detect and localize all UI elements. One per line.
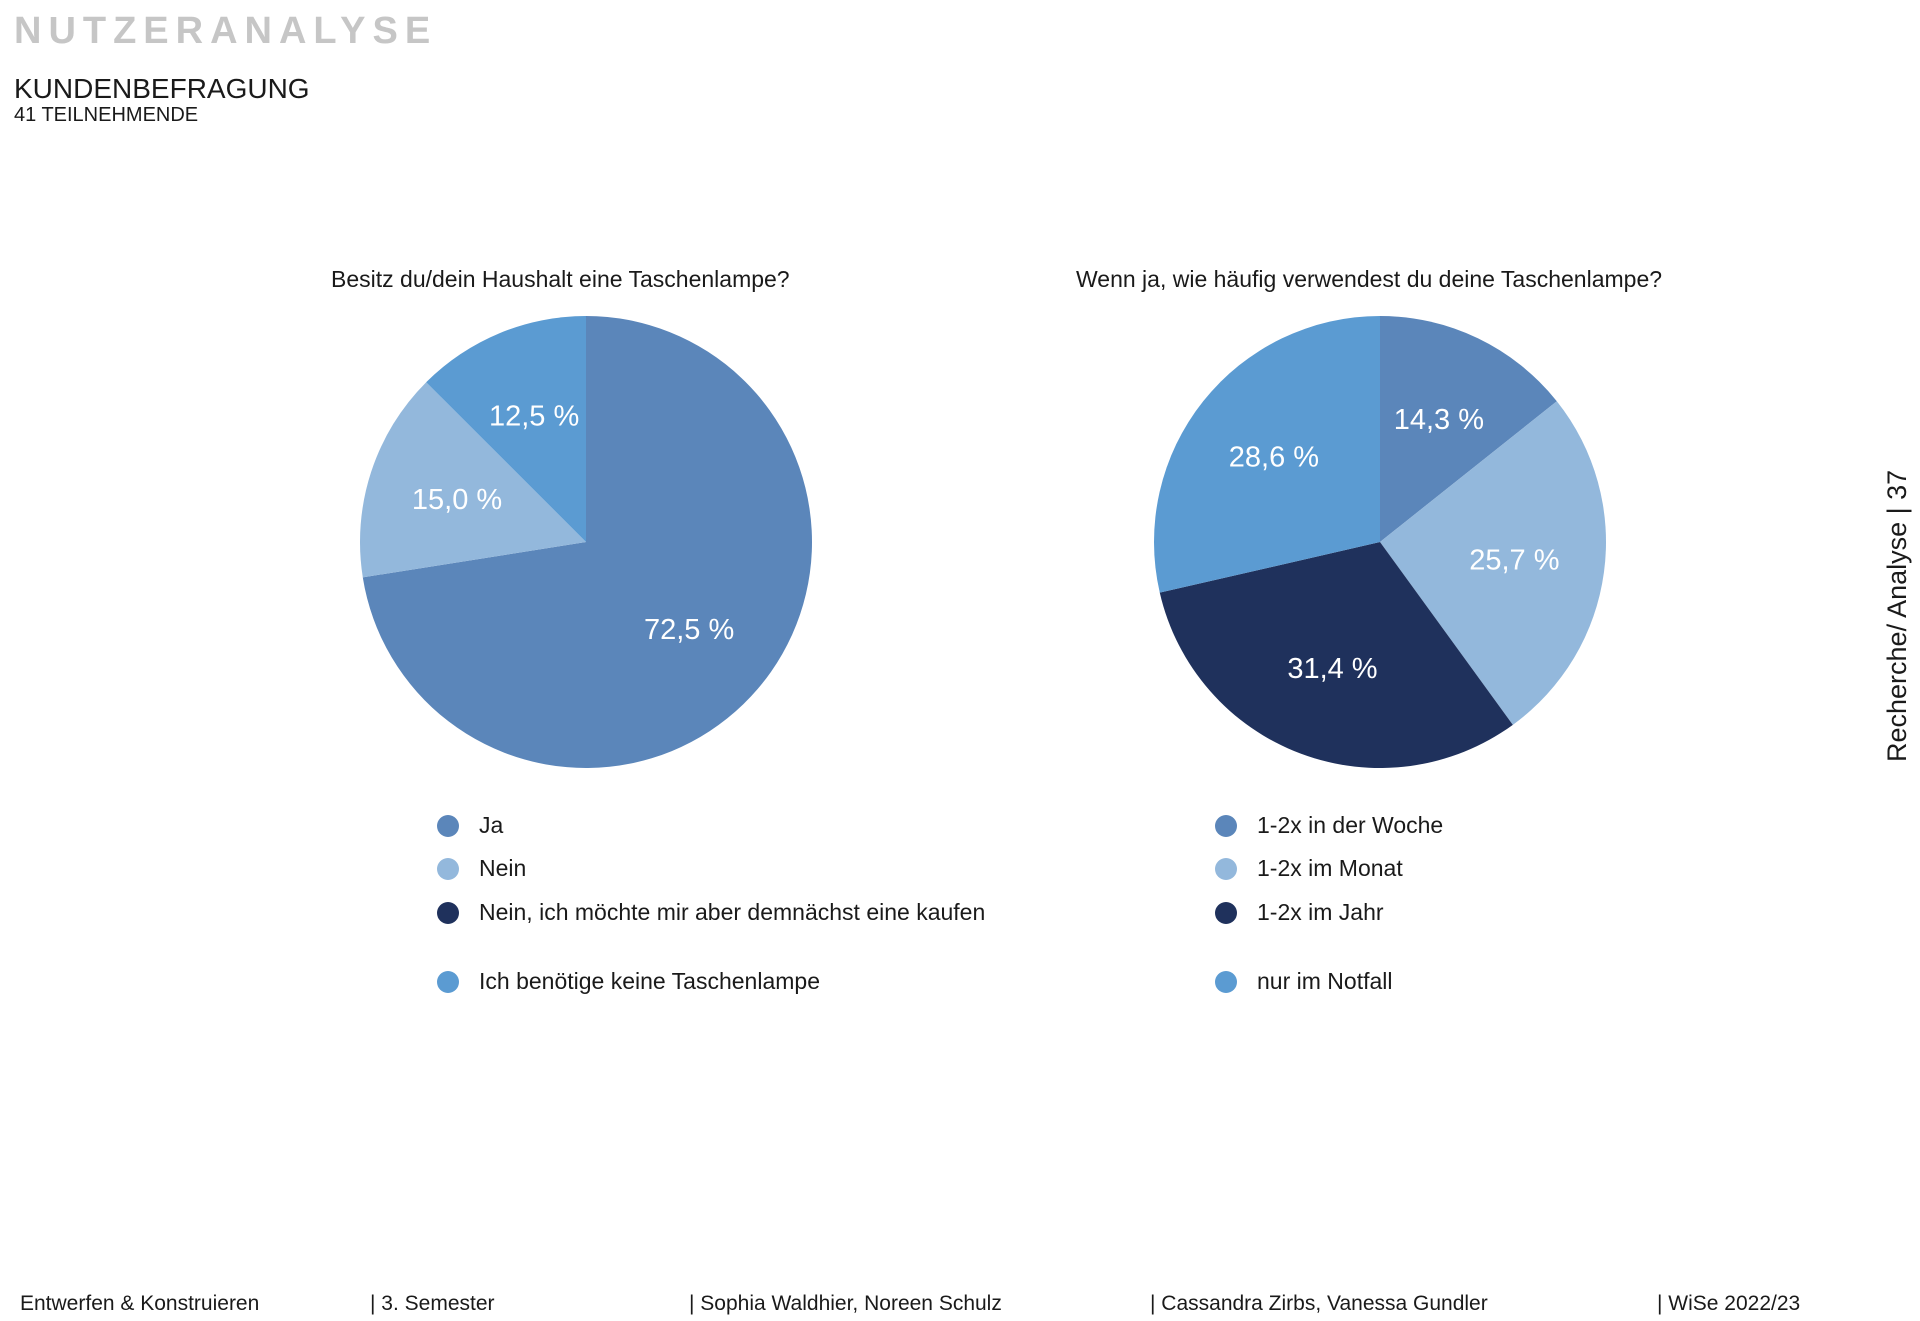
legend-label: 1-2x im Monat [1257, 855, 1403, 881]
pie-label-1-2x-in-der-woche: 14,3 % [1394, 404, 1484, 436]
legend-item-ich-benotige-keine-taschenlampe: Ich benötige keine Taschenlampe [437, 968, 820, 995]
footer-authors-2: | Cassandra Zirbs, Vanessa Gundler [1150, 1292, 1488, 1315]
pie-label-1-2x-im-jahr: 31,4 % [1287, 653, 1377, 685]
footer-authors-1: | Sophia Waldhier, Noreen Schulz [689, 1292, 1002, 1315]
legend-item-1-2x-in-der-woche: 1-2x in der Woche [1215, 812, 1443, 839]
footer-term: | WiSe 2022/23 [1657, 1292, 1801, 1315]
pie-label-ich-benotige-keine-taschenlampe: 12,5 % [489, 401, 579, 433]
legend-swatch-nein-ich-mochte-mir-aber-demnachst-eine-kaufen [437, 901, 459, 924]
legend-item-1-2x-im-jahr: 1-2x im Jahr [1215, 899, 1384, 926]
pie-label-1-2x-im-monat: 25,7 % [1469, 544, 1559, 576]
pie-chart-usage-frequency: 14,3 % 25,7 % 31,4 % 28,6 % [1154, 316, 1606, 768]
legend-item-nur-im-notfall: nur im Notfall [1215, 968, 1392, 995]
legend-item-nein-ich-mochte-mir-aber-demnachst-eine-kaufen: Nein, ich möchte mir aber demnächst eine… [437, 899, 985, 926]
pie-label-nur-im-notfall: 28,6 % [1229, 442, 1319, 474]
pie-slice-ja [362, 316, 812, 768]
legend-swatch-1-2x-im-jahr [1215, 901, 1237, 924]
page-title: KUNDENBEFRAGUNG [14, 73, 310, 104]
legend-swatch-ich-benotige-keine-taschenlampe [437, 970, 459, 993]
chart-2-title: Wenn ja, wie häufig verwendest du deine … [1076, 266, 1663, 292]
legend-label: 1-2x im Jahr [1257, 899, 1384, 925]
pie-slice-nein [360, 382, 586, 578]
pie-slice-nur-im-notfall [1154, 316, 1380, 593]
legend-label: nur im Notfall [1257, 968, 1393, 994]
pie-slice-ich-benotige-keine-taschenlampe [426, 316, 586, 542]
section-title: NUTZERANALYSE [14, 10, 438, 52]
pie-slice-1-2x-im-jahr [1159, 542, 1513, 768]
legend-swatch-ja [437, 814, 459, 837]
legend-item-nein: Nein [437, 855, 526, 882]
footer-course: Entwerfen & Konstruieren [20, 1292, 260, 1315]
legend-item-1-2x-im-monat: 1-2x im Monat [1215, 855, 1403, 882]
legend-swatch-1-2x-in-der-woche [1215, 814, 1237, 837]
legend-swatch-nur-im-notfall [1215, 970, 1237, 993]
legend-label: Ja [479, 812, 504, 838]
legend-label: 1-2x in der Woche [1257, 812, 1444, 838]
side-page-label: Recherche/ Analyse | 37 [1882, 469, 1912, 762]
footer-semester: | 3. Semester [370, 1292, 495, 1315]
legend-item-ja: Ja [437, 812, 503, 839]
pie-label-ja: 72,5 % [644, 614, 734, 646]
legend-label: Ich benötige keine Taschenlampe [479, 968, 820, 994]
legend-label: Nein [479, 855, 527, 881]
pie-label-nein: 15,0 % [412, 484, 502, 516]
legend-swatch-1-2x-im-monat [1215, 857, 1237, 880]
legend-swatch-nein [437, 857, 459, 880]
legend-label: Nein, ich möchte mir aber demnächst eine… [479, 899, 986, 925]
participant-count: 41 TEILNEHMENDE [14, 104, 199, 126]
pie-slice-1-2x-in-der-woche [1380, 316, 1557, 542]
chart-1-title: Besitz du/dein Haushalt eine Taschenlamp… [331, 266, 790, 292]
pie-chart-ownership: 72,5 % 15,0 % 12,5 % [360, 316, 812, 768]
pie-slice-1-2x-im-monat [1380, 401, 1606, 725]
